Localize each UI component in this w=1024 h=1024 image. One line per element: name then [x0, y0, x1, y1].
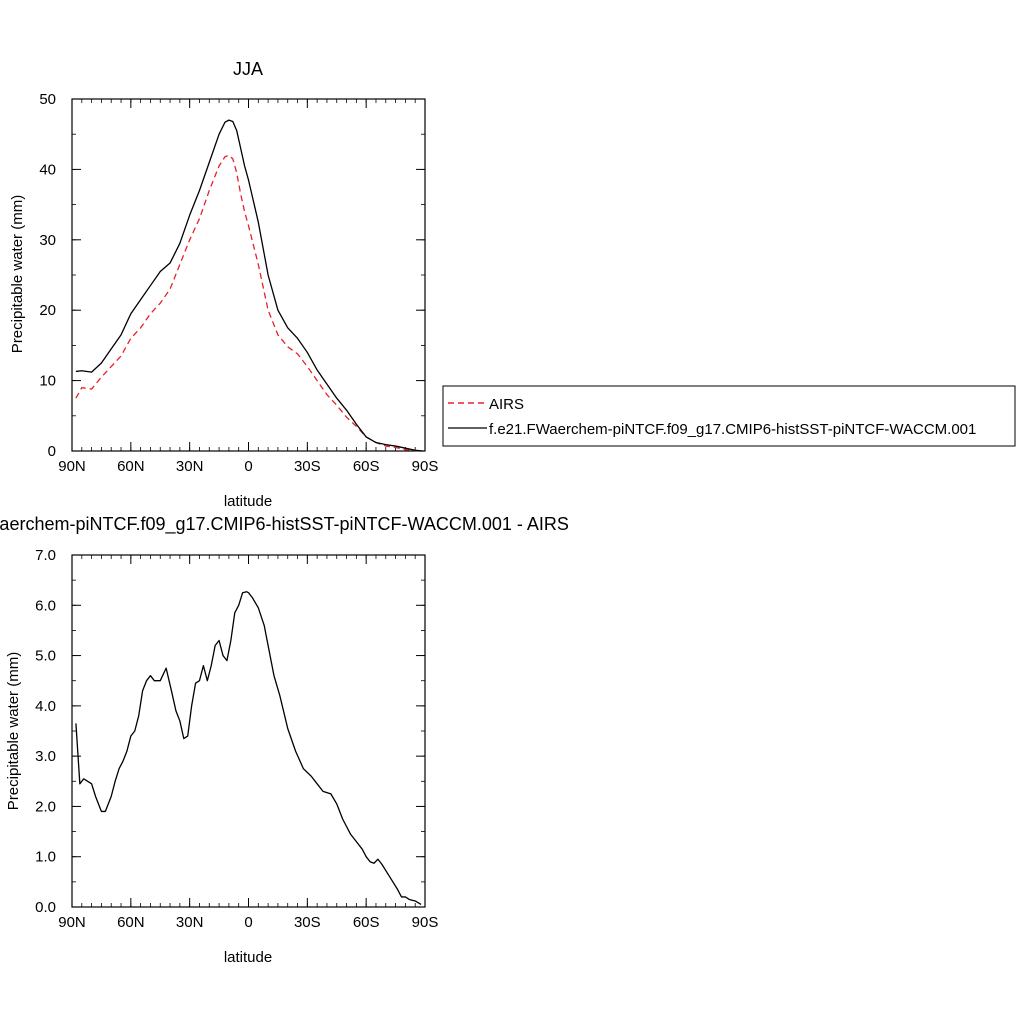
x-tick-label: 90S [412, 914, 439, 931]
y-tick-label: 1.0 [35, 849, 56, 866]
top-panel-ylabel: Precipitable water (mm) [9, 195, 26, 353]
x-tick-label: 60S [353, 914, 380, 931]
y-tick-label: 5.0 [35, 648, 56, 665]
top-panel: JJA latitude Precipitable water (mm) 90N… [9, 59, 1016, 510]
series-line-0 [75, 591, 422, 906]
plot-frame [71, 554, 426, 908]
x-tick-label: 0 [244, 458, 252, 475]
legend-airs-label: AIRS [489, 396, 524, 413]
x-tick-label: 30N [176, 914, 204, 931]
x-tick-label: 0 [244, 914, 252, 931]
top-panel-xlabel: latitude [224, 493, 272, 510]
y-tick-label: 4.0 [35, 698, 56, 715]
x-tick-label: 60N [117, 914, 145, 931]
legend-box [442, 385, 1016, 447]
x-tick-label: 30N [176, 458, 204, 475]
y-tick-label: 50 [39, 91, 56, 108]
y-tick-label: 3.0 [35, 748, 56, 765]
plot-frame [71, 98, 426, 452]
y-tick-label: 0 [48, 443, 56, 460]
top-panel-plot-area: 90N 60N 30N 0 30S 60S 90S 0 10 20 30 40 50 [39, 91, 438, 475]
top-panel-title: JJA [233, 59, 263, 79]
y-tick-label: 0.0 [35, 899, 56, 916]
y-tick-label: 40 [39, 161, 56, 178]
y-tick-label: 30 [39, 232, 56, 249]
y-tick-label: 2.0 [35, 798, 56, 815]
y-tick-label: 10 [39, 373, 56, 390]
top-panel-legend: AIRS f.e21.FWaerchem-piNTCF.f09_g17.CMIP… [442, 385, 1016, 447]
x-tick-label: 30S [294, 458, 321, 475]
x-tick-label: 90N [58, 914, 86, 931]
x-tick-label: 60S [353, 458, 380, 475]
x-tick-label: 30S [294, 914, 321, 931]
series-line-1 [75, 119, 424, 452]
bottom-panel-plot-area: 90N 60N 30N 0 30S 60S 90S 0.0 1.0 2.0 3.0 4.0 5.0 6.0… [35, 547, 438, 931]
legend-model-label: f.e21.FWaerchem-piNTCF.f09_g17.CMIP6-his… [489, 421, 976, 438]
y-tick-label: 7.0 [35, 547, 56, 564]
series-line-0 [75, 154, 424, 452]
x-tick-label: 90S [412, 458, 439, 475]
bottom-panel: f.e21.FWaerchem-piNTCF.f09_g17.CMIP6-his… [0, 514, 569, 966]
bottom-panel-xlabel: latitude [224, 949, 272, 966]
y-tick-label: 20 [39, 302, 56, 319]
y-tick-label: 6.0 [35, 597, 56, 614]
x-tick-label: 90N [58, 458, 86, 475]
bottom-panel-title: f.e21.FWaerchem-piNTCF.f09_g17.CMIP6-his… [0, 514, 569, 535]
x-tick-label: 60N [117, 458, 145, 475]
bottom-panel-ylabel: Precipitable water (mm) [5, 652, 22, 810]
